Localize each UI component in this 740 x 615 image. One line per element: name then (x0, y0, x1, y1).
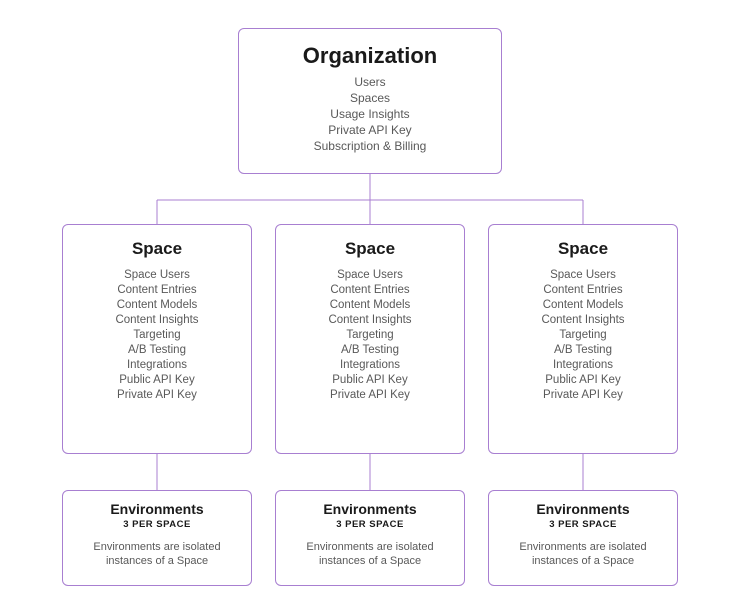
org-item: Subscription & Billing (314, 139, 427, 153)
org-item: Spaces (314, 91, 427, 105)
space-title: Space (345, 239, 395, 259)
org-item: Users (314, 75, 427, 89)
org-node: Organization Users Spaces Usage Insights Pr… (238, 28, 502, 174)
space-item: Space Users (115, 269, 198, 281)
space-title: Space (132, 239, 182, 259)
env-desc: Environments are isolated instances of a… (288, 540, 452, 569)
space-node: Space Space Users Content Entries Content M… (488, 224, 678, 454)
env-node: Environments 3 PER SPACE Environments are … (275, 490, 465, 586)
space-item: Private API Key (328, 389, 411, 401)
space-item: A/B Testing (115, 344, 198, 356)
space-item: Integrations (541, 359, 624, 371)
env-desc: Environments are isolated instances of a… (501, 540, 665, 569)
space-items: Space Users Content Entries Content Models… (328, 269, 411, 401)
env-node: Environments 3 PER SPACE Environments are … (62, 490, 252, 586)
space-item: Public API Key (115, 374, 198, 386)
space-item: Public API Key (541, 374, 624, 386)
space-title: Space (558, 239, 608, 259)
space-item: Private API Key (115, 389, 198, 401)
org-item: Usage Insights (314, 107, 427, 121)
env-title: Environments (536, 501, 629, 517)
space-item: A/B Testing (328, 344, 411, 356)
space-item: Space Users (328, 269, 411, 281)
env-title: Environments (110, 501, 203, 517)
space-item: Content Models (328, 299, 411, 311)
space-item: Content Models (541, 299, 624, 311)
env-sub: 3 PER SPACE (549, 519, 617, 530)
space-item: Content Insights (541, 314, 624, 326)
org-title: Organization (303, 43, 437, 69)
space-item: Content Insights (328, 314, 411, 326)
env-desc: Environments are isolated instances of a… (75, 540, 239, 569)
space-item: Targeting (541, 329, 624, 341)
space-node: Space Space Users Content Entries Content M… (275, 224, 465, 454)
env-sub: 3 PER SPACE (336, 519, 404, 530)
space-item: Content Entries (115, 284, 198, 296)
space-item: Targeting (115, 329, 198, 341)
space-items: Space Users Content Entries Content Models… (541, 269, 624, 401)
space-item: Content Entries (541, 284, 624, 296)
space-node: Space Space Users Content Entries Content M… (62, 224, 252, 454)
org-items: Users Spaces Usage Insights Private API Key… (314, 75, 427, 153)
space-item: Content Entries (328, 284, 411, 296)
space-items: Space Users Content Entries Content Models… (115, 269, 198, 401)
space-item: Content Models (115, 299, 198, 311)
space-item: Integrations (328, 359, 411, 371)
env-node: Environments 3 PER SPACE Environments are … (488, 490, 678, 586)
space-item: Space Users (541, 269, 624, 281)
space-item: Private API Key (541, 389, 624, 401)
space-item: Targeting (328, 329, 411, 341)
org-item: Private API Key (314, 123, 427, 137)
space-item: Integrations (115, 359, 198, 371)
space-item: A/B Testing (541, 344, 624, 356)
env-title: Environments (323, 501, 416, 517)
env-sub: 3 PER SPACE (123, 519, 191, 530)
space-item: Content Insights (115, 314, 198, 326)
space-item: Public API Key (328, 374, 411, 386)
